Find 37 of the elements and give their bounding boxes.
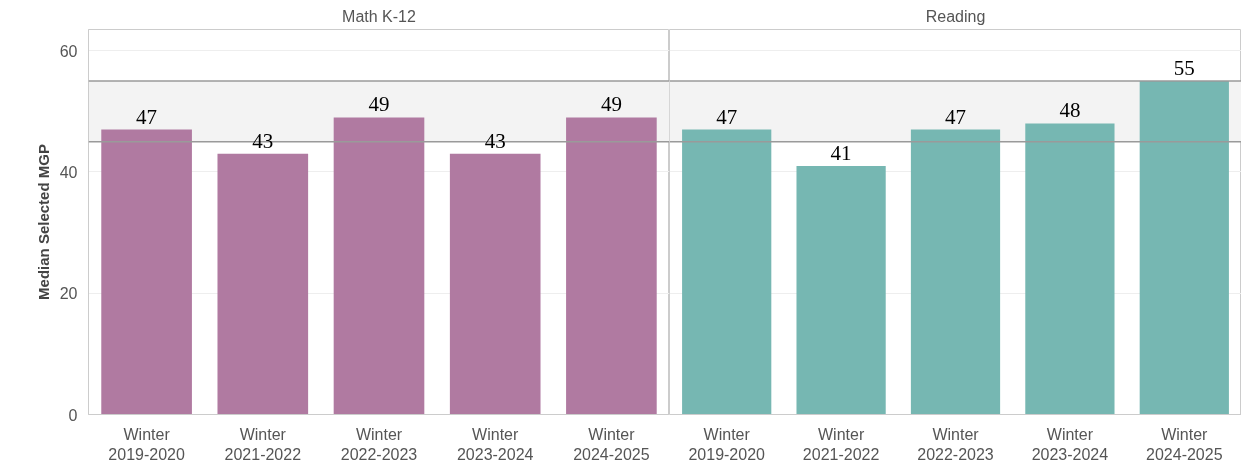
data-label: 47 [945,104,966,129]
bar [910,129,1001,415]
x-tick-label: Winter 2019-2020 [108,425,185,463]
y-axis-title: Median Selected MGP [34,144,52,300]
x-tick-label: Winter 2021-2022 [802,425,880,463]
x-tick-label: Winter 2024-2025 [1146,425,1223,463]
x-tick-label: Winter 2022-2023 [917,425,994,463]
y-tick-label: 0 [68,406,78,424]
data-label: 49 [368,92,390,117]
y-tick-label: 60 [59,42,78,60]
data-label: 47 [716,104,738,129]
data-label: 49 [600,92,622,117]
data-label: 41 [830,140,852,165]
x-tick-label: Winter 2021-2022 [224,425,302,463]
bar [333,117,425,415]
bar [217,153,309,415]
data-label: 48 [1059,98,1081,123]
data-label: 43 [252,128,274,153]
data-label: 47 [136,104,158,129]
bar [1025,123,1115,415]
y-tick-label: 20 [59,285,78,303]
chart-title: Math K-12 [342,7,417,25]
bar [449,153,541,415]
y-tick-label: 40 [59,163,78,181]
x-tick-label: Winter 2023-2024 [456,425,534,463]
x-tick-label: Winter 2023-2024 [1031,425,1109,463]
data-label: 55 [1173,56,1195,81]
data-label: 43 [484,128,506,153]
bar [566,117,657,415]
x-tick-label: Winter 2024-2025 [573,425,650,463]
x-tick-label: Winter 2022-2023 [340,425,418,463]
bar [1139,81,1229,415]
chart-title: Reading [925,7,986,25]
bar [101,129,192,415]
bar [682,129,772,415]
bar [796,165,886,415]
x-tick-label: Winter 2019-2020 [688,425,766,463]
